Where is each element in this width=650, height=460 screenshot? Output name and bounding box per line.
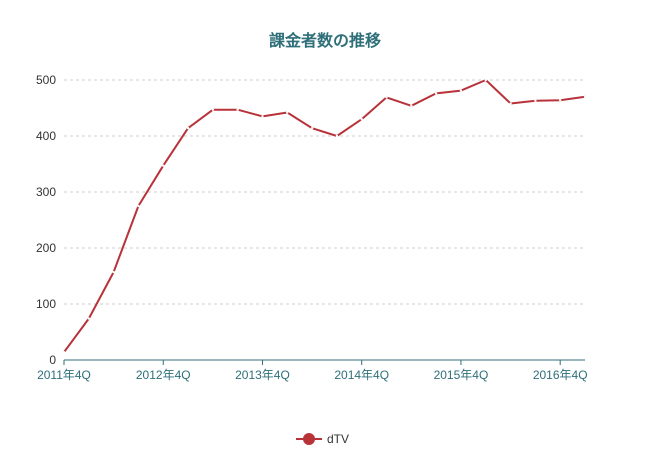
y-axis-ticks: 0 100 200 300 400 500 [36,73,56,367]
data-point[interactable] [310,126,314,130]
data-point[interactable] [410,104,413,107]
legend-label-dtv: dTV [327,432,349,446]
x-tick-label: 2011年4Q [37,368,91,382]
data-point[interactable] [186,126,190,130]
x-tick-label: 2015年4Q [434,368,489,382]
y-tick-label: 400 [36,129,56,143]
y-tick-label: 100 [36,297,56,311]
data-point[interactable] [484,78,487,82]
y-tick-label: 300 [36,185,56,199]
data-point[interactable] [583,95,587,99]
data-point[interactable] [558,98,562,102]
data-point[interactable] [236,108,239,111]
legend[interactable]: dTV [296,432,349,446]
x-tick-label: 2014年4Q [334,368,389,382]
series-dtv [62,78,587,354]
data-point[interactable] [211,108,215,111]
data-point[interactable] [459,89,463,92]
data-point[interactable] [62,350,66,354]
data-point[interactable] [534,99,537,102]
data-point[interactable] [137,204,140,208]
data-point[interactable] [335,134,339,138]
data-point[interactable] [261,115,264,118]
x-tick-label: 2016年4Q [533,368,588,382]
data-point[interactable] [112,270,115,274]
grid-lines [64,79,585,305]
data-point[interactable] [434,92,438,95]
y-tick-label: 0 [49,353,56,367]
data-point[interactable] [360,118,363,121]
x-tick-label: 2012年4Q [136,368,191,382]
data-point[interactable] [509,102,512,105]
x-tick-label: 2013年4Q [235,368,290,382]
data-point[interactable] [385,96,388,99]
y-tick-label: 200 [36,241,56,255]
data-point[interactable] [162,164,165,167]
y-tick-label: 500 [36,73,56,87]
legend-marker [303,433,315,445]
data-point[interactable] [286,111,289,114]
x-axis-ticks: 2011年4Q 2012年4Q 2013年4Q 2014年4Q 2015年4Q 2016年… [37,360,588,382]
chart-title: 課金者数の推移 [269,31,381,50]
series-line-dtv [63,79,586,353]
data-point[interactable] [87,317,91,320]
